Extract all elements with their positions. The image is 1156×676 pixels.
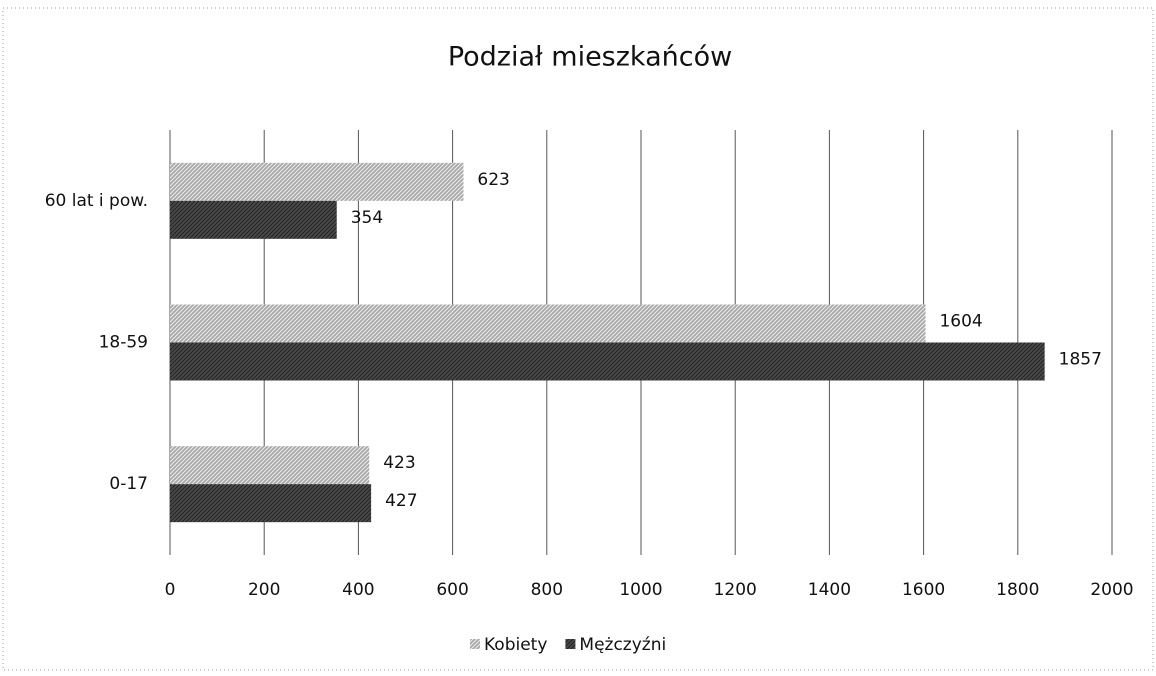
bar bbox=[170, 342, 1045, 381]
y-tick-label: 0-17 bbox=[109, 474, 148, 494]
x-tick-label: 1800 bbox=[996, 580, 1039, 600]
x-tick-label: 0 bbox=[165, 580, 176, 600]
data-label: 423 bbox=[383, 453, 415, 473]
legend-swatch bbox=[565, 639, 576, 649]
legend-swatch bbox=[470, 639, 480, 649]
legend-label: Mężczyźni bbox=[579, 635, 666, 655]
bar bbox=[170, 304, 926, 343]
x-tick-label: 400 bbox=[342, 580, 374, 600]
data-label: 354 bbox=[351, 208, 383, 228]
x-tick-label: 200 bbox=[248, 580, 280, 600]
y-tick-label: 18-59 bbox=[99, 333, 148, 353]
x-tick-label: 1600 bbox=[902, 580, 945, 600]
bar bbox=[170, 446, 370, 485]
legend-label: Kobiety bbox=[484, 635, 547, 655]
x-tick-label: 800 bbox=[531, 580, 563, 600]
x-tick-label: 600 bbox=[436, 580, 468, 600]
chart-border bbox=[2, 7, 1154, 671]
bar bbox=[170, 484, 372, 523]
data-label: 1604 bbox=[939, 312, 982, 332]
x-tick-label: 2000 bbox=[1090, 580, 1133, 600]
bar bbox=[170, 162, 464, 201]
chart-title: Podział mieszkańców bbox=[448, 42, 732, 73]
bar bbox=[170, 200, 337, 239]
x-tick-label: 1400 bbox=[808, 580, 851, 600]
y-tick-label: 60 lat i pow. bbox=[45, 191, 148, 211]
x-tick-label: 1000 bbox=[619, 580, 662, 600]
data-label: 427 bbox=[385, 491, 417, 511]
x-tick-label: 1200 bbox=[714, 580, 757, 600]
data-label: 623 bbox=[477, 170, 509, 190]
data-label: 1857 bbox=[1059, 350, 1102, 370]
